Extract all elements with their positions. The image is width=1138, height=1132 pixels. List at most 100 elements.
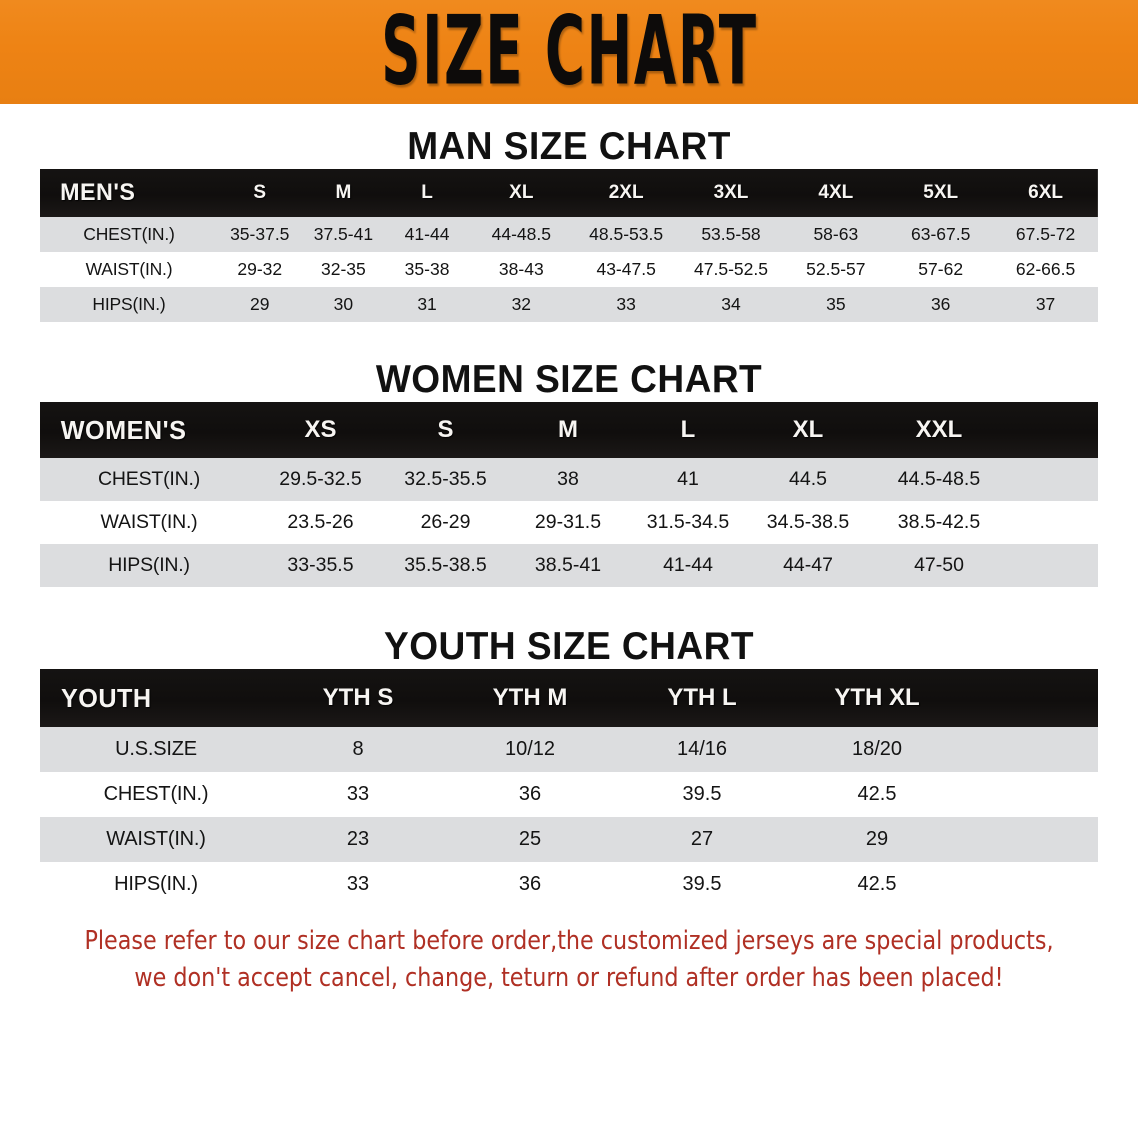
youth-row-1-cell-1: 36 <box>518 783 542 805</box>
man-row-2-cell-7: 36 <box>930 294 951 314</box>
man-row-1-cell-1: 32-35 <box>321 259 366 279</box>
man-row-0-cell-8: 67.5-72 <box>1015 224 1076 244</box>
youth-row-1-cell-3: 42.5 <box>857 783 897 805</box>
women-size-col-3: L <box>680 416 696 443</box>
youth-row-1-spacer <box>966 772 1098 817</box>
man-section-title: MAN SIZE CHART <box>407 125 731 168</box>
women-size-col-2: M <box>558 416 578 443</box>
youth-row-3-cell-1: 36 <box>518 873 542 895</box>
women-row-1-cell-0: 23.5-26 <box>287 511 354 533</box>
man-row-1-cell-4: 43-47.5 <box>596 259 656 279</box>
women-row-1-cell-3: 31.5-34.5 <box>646 511 730 533</box>
man-row-2-cell-8: 37 <box>1035 294 1056 314</box>
women-row-2-cell-5: 47-50 <box>914 554 964 576</box>
man-row-1-cell-3: 38-43 <box>498 259 544 279</box>
youth-size-table: YOUTH YTH S YTH M YTH L YTH XL U.S.SIZE … <box>40 669 1098 907</box>
youth-row-2-cell-0: 23 <box>346 828 370 850</box>
youth-size-col-1: YTH M <box>492 684 568 711</box>
man-row-0-cell-6: 58-63 <box>813 224 859 244</box>
women-size-col-4: XL <box>792 416 824 443</box>
youth-size-col-2: YTH L <box>667 684 737 711</box>
return-policy-note-line-2: we don't accept cancel, change, teturn o… <box>134 962 1004 993</box>
women-row-0-cell-4: 44.5 <box>789 468 827 490</box>
man-row-0-cell-1: 37.5-41 <box>313 224 374 244</box>
women-size-col-5: XXL <box>915 416 963 443</box>
women-row-2-cell-3: 41-44 <box>663 554 713 576</box>
women-row-2-spacer <box>1010 544 1098 587</box>
women-row-0-cell-2: 38 <box>557 468 579 490</box>
man-size-col-6: 4XL <box>818 182 854 203</box>
man-row-1-cell-2: 35-38 <box>404 259 450 279</box>
man-row-1-label: WAIST(IN.) <box>85 259 173 279</box>
man-size-table: MEN'S S M L XL 2XL 3XL 4XL 5XL 6XL CHEST… <box>40 169 1098 322</box>
women-row-0-cell-5: 44.5-48.5 <box>897 468 981 490</box>
youth-row-2-cell-3: 29 <box>865 828 889 850</box>
table-row: CHEST(IN.) 33 36 39.5 42.5 <box>40 772 1098 817</box>
women-size-col-1: S <box>437 416 454 443</box>
youth-row-1-cell-2: 39.5 <box>682 783 722 805</box>
man-row-1-cell-7: 57-62 <box>918 259 964 279</box>
women-row-1-cell-1: 26-29 <box>420 511 471 533</box>
youth-size-section: YOUTH SIZE CHART YOUTH YTH S YTH M YTH L… <box>0 625 1138 907</box>
table-row: HIPS(IN.) 33 36 39.5 42.5 <box>40 862 1098 907</box>
women-row-0-label: CHEST(IN.) <box>98 468 200 490</box>
man-row-1-cell-5: 47.5-52.5 <box>694 259 768 279</box>
youth-row-2-label: WAIST(IN.) <box>106 828 206 850</box>
table-row: WAIST(IN.) 23.5-26 26-29 29-31.5 31.5-34… <box>40 501 1098 544</box>
youth-row-3-spacer <box>966 862 1098 907</box>
women-row-0-cell-1: 32.5-35.5 <box>404 468 487 490</box>
women-row-2-cell-0: 33-35.5 <box>287 554 354 576</box>
man-size-col-4: 2XL <box>608 182 644 203</box>
women-row-0-cell-3: 41 <box>677 468 699 490</box>
youth-row-3-label: HIPS(IN.) <box>114 873 198 895</box>
man-row-2-cell-2: 31 <box>417 294 437 314</box>
table-row: HIPS(IN.) 29 30 31 32 33 34 35 36 37 <box>40 287 1098 322</box>
man-size-col-0: S <box>253 182 267 203</box>
women-row-1-label: WAIST(IN.) <box>100 511 198 533</box>
man-row-1-cell-6: 52.5-57 <box>806 259 866 279</box>
women-row-2-cell-2: 38.5-41 <box>534 554 602 576</box>
man-row-1-cell-8: 62-66.5 <box>1015 259 1076 279</box>
women-table-header-row: WOMEN'S XS S M L XL XXL <box>40 402 1098 458</box>
women-size-table: WOMEN'S XS S M L XL XXL CHEST(IN.) 29.5-… <box>40 402 1098 587</box>
man-row-2-cell-0: 29 <box>250 294 270 314</box>
youth-row-0-cell-0: 8 <box>352 738 364 760</box>
youth-row-3-cell-2: 39.5 <box>682 873 722 895</box>
women-row-2-cell-1: 35.5-38.5 <box>404 554 487 576</box>
table-row: CHEST(IN.) 35-37.5 37.5-41 41-44 44-48.5… <box>40 217 1098 252</box>
man-size-col-2: L <box>421 182 433 203</box>
table-row: CHEST(IN.) 29.5-32.5 32.5-35.5 38 41 44.… <box>40 458 1098 501</box>
table-row: WAIST(IN.) 23 25 27 29 <box>40 817 1098 862</box>
women-row-2-cell-4: 44-47 <box>783 554 833 576</box>
man-row-2-cell-1: 30 <box>333 294 354 314</box>
women-row-1-cell-5: 38.5-42.5 <box>897 511 981 533</box>
man-size-col-7: 5XL <box>923 182 959 203</box>
youth-header-spacer <box>966 669 1098 727</box>
man-size-col-3: XL <box>509 182 534 203</box>
women-row-2-label: HIPS(IN.) <box>108 554 190 576</box>
man-table-header-row: MEN'S S M L XL 2XL 3XL 4XL 5XL 6XL <box>40 169 1098 217</box>
youth-row-1-cell-0: 33 <box>346 783 370 805</box>
women-header-spacer <box>1010 402 1098 458</box>
return-policy-note: Please refer to our size chart before or… <box>36 923 1103 997</box>
youth-row-2-cell-1: 25 <box>518 828 542 850</box>
youth-row-1-label: CHEST(IN.) <box>103 783 209 805</box>
women-size-col-0: XS <box>304 416 337 443</box>
women-row-1-spacer <box>1010 501 1098 544</box>
man-size-col-8: 6XL <box>1028 182 1063 203</box>
youth-row-0-cell-1: 10/12 <box>504 738 556 760</box>
youth-row-2-cell-2: 27 <box>690 828 714 850</box>
man-row-0-label: CHEST(IN.) <box>83 224 175 244</box>
youth-row-3-cell-3: 42.5 <box>857 873 897 895</box>
youth-size-col-0: YTH S <box>322 684 394 711</box>
youth-row-2-spacer <box>966 817 1098 862</box>
man-row-2-cell-6: 35 <box>826 294 846 314</box>
table-row: WAIST(IN.) 29-32 32-35 35-38 38-43 43-47… <box>40 252 1098 287</box>
man-row-0-cell-5: 53.5-58 <box>701 224 761 244</box>
man-row-0-cell-2: 41-44 <box>404 224 450 244</box>
women-row-0-cell-0: 29.5-32.5 <box>279 468 362 490</box>
man-row-2-cell-5: 34 <box>721 294 741 314</box>
man-size-col-1: M <box>335 182 352 203</box>
man-row-0-cell-4: 48.5-53.5 <box>589 224 664 244</box>
women-row-1-cell-2: 29-31.5 <box>534 511 602 533</box>
